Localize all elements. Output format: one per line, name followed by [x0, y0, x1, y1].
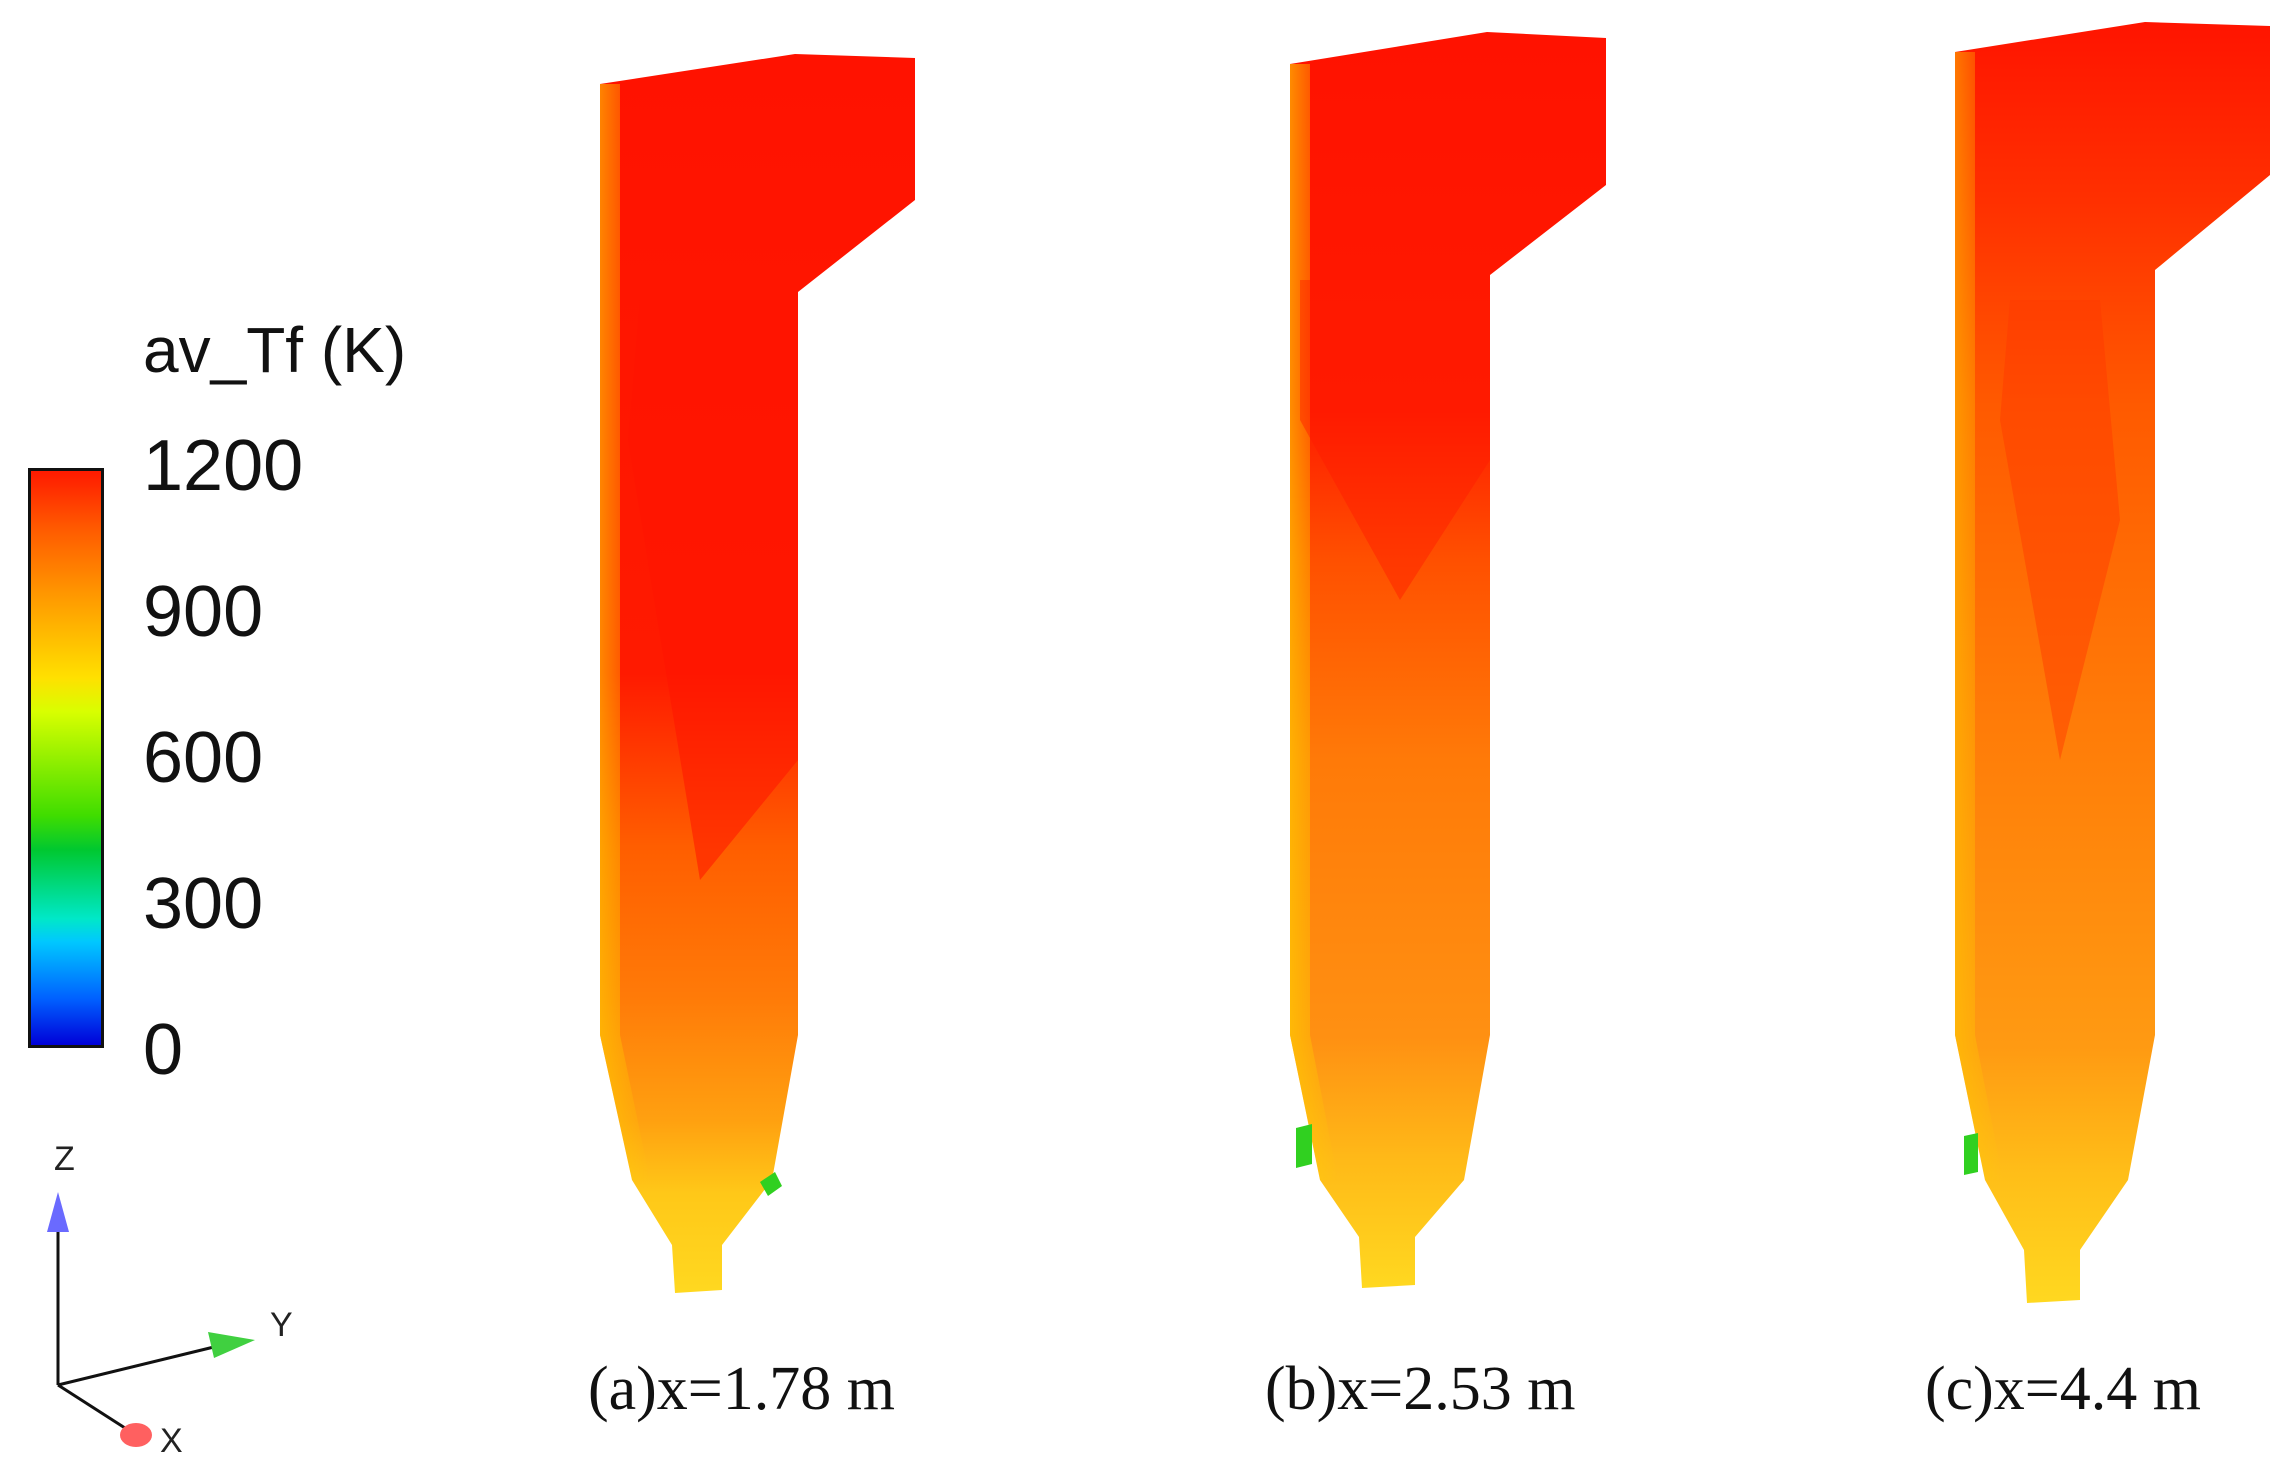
contour-panel-a — [600, 54, 915, 1293]
legend-tick-1200: 1200 — [143, 426, 304, 506]
caption-c: (c)x=4.4 m — [1925, 1355, 2202, 1423]
legend-title: av_Tf (K) — [143, 314, 407, 386]
legend-tick-300: 300 — [143, 864, 264, 944]
color-bar — [28, 468, 104, 1048]
y-axis-arrow-icon — [208, 1332, 255, 1358]
x-axis-label: X — [160, 1422, 183, 1460]
y-axis-label: Y — [270, 1306, 293, 1344]
caption-a: (a)x=1.78 m — [588, 1355, 896, 1423]
contour-panel-b — [1290, 32, 1606, 1288]
z-axis-arrow-icon — [47, 1192, 69, 1232]
z-axis-label: Z — [54, 1140, 75, 1178]
legend-tick-600: 600 — [143, 718, 264, 798]
contour-panel-c — [1955, 22, 2270, 1303]
axis-triad — [47, 1192, 255, 1447]
x-axis-arrow-icon — [120, 1423, 152, 1447]
legend-tick-900: 900 — [143, 572, 264, 652]
caption-b: (b)x=2.53 m — [1265, 1355, 1576, 1423]
legend-tick-0: 0 — [143, 1010, 184, 1090]
